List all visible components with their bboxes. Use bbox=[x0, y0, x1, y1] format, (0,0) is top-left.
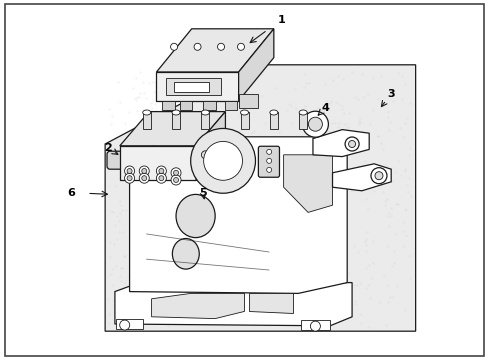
Circle shape bbox=[173, 170, 178, 175]
Ellipse shape bbox=[172, 110, 180, 115]
Bar bbox=[180, 101, 192, 110]
Circle shape bbox=[139, 166, 149, 176]
Bar bbox=[269, 112, 277, 129]
Polygon shape bbox=[156, 29, 273, 72]
Circle shape bbox=[203, 141, 242, 180]
Circle shape bbox=[171, 168, 181, 178]
Circle shape bbox=[348, 140, 355, 148]
Circle shape bbox=[370, 168, 386, 184]
Circle shape bbox=[142, 176, 146, 181]
Circle shape bbox=[266, 167, 271, 172]
Ellipse shape bbox=[142, 110, 150, 115]
Bar bbox=[142, 112, 150, 129]
Text: 5: 5 bbox=[199, 188, 206, 198]
Circle shape bbox=[142, 168, 146, 174]
Circle shape bbox=[302, 111, 328, 137]
Circle shape bbox=[266, 158, 271, 163]
Text: 2: 2 bbox=[103, 143, 111, 153]
Bar bbox=[162, 101, 174, 110]
Polygon shape bbox=[283, 155, 332, 212]
FancyBboxPatch shape bbox=[258, 146, 279, 177]
Circle shape bbox=[127, 168, 132, 174]
Polygon shape bbox=[120, 146, 196, 180]
Bar bbox=[224, 101, 236, 110]
Ellipse shape bbox=[240, 110, 248, 115]
Polygon shape bbox=[312, 130, 368, 157]
Circle shape bbox=[310, 321, 320, 331]
Circle shape bbox=[156, 173, 166, 183]
Circle shape bbox=[173, 177, 178, 183]
Polygon shape bbox=[165, 78, 221, 95]
Circle shape bbox=[345, 137, 358, 151]
Polygon shape bbox=[332, 164, 390, 191]
Text: 1: 1 bbox=[277, 15, 285, 25]
Circle shape bbox=[124, 173, 134, 183]
FancyBboxPatch shape bbox=[107, 151, 131, 169]
Circle shape bbox=[266, 149, 271, 154]
Bar bbox=[172, 112, 180, 129]
Ellipse shape bbox=[269, 110, 277, 115]
Circle shape bbox=[159, 168, 163, 174]
Circle shape bbox=[156, 166, 166, 176]
Bar bbox=[238, 94, 258, 108]
Circle shape bbox=[374, 172, 382, 180]
Circle shape bbox=[171, 175, 181, 185]
Bar bbox=[300, 320, 329, 330]
Ellipse shape bbox=[201, 110, 209, 115]
Polygon shape bbox=[105, 65, 415, 331]
Polygon shape bbox=[249, 293, 293, 313]
Text: 3: 3 bbox=[386, 89, 394, 99]
Circle shape bbox=[170, 43, 177, 50]
Circle shape bbox=[308, 117, 322, 131]
Bar bbox=[240, 112, 248, 129]
Ellipse shape bbox=[176, 194, 215, 238]
Bar bbox=[201, 112, 209, 129]
Circle shape bbox=[127, 176, 132, 181]
Text: 4: 4 bbox=[321, 103, 328, 113]
Circle shape bbox=[124, 166, 134, 176]
Circle shape bbox=[201, 151, 209, 159]
Circle shape bbox=[237, 43, 244, 50]
Circle shape bbox=[194, 43, 201, 50]
Polygon shape bbox=[238, 29, 273, 101]
Bar bbox=[203, 101, 215, 110]
Polygon shape bbox=[196, 112, 225, 180]
Ellipse shape bbox=[299, 110, 306, 115]
Ellipse shape bbox=[172, 238, 199, 269]
Polygon shape bbox=[156, 72, 238, 101]
Text: 6: 6 bbox=[67, 188, 75, 198]
Polygon shape bbox=[174, 82, 209, 92]
Circle shape bbox=[139, 173, 149, 183]
Circle shape bbox=[159, 176, 163, 181]
Polygon shape bbox=[120, 112, 225, 146]
Circle shape bbox=[217, 43, 224, 50]
Circle shape bbox=[120, 320, 129, 330]
Circle shape bbox=[197, 147, 213, 163]
Bar bbox=[116, 319, 142, 329]
Polygon shape bbox=[151, 293, 244, 319]
Bar bbox=[299, 112, 306, 129]
Polygon shape bbox=[129, 137, 346, 293]
Circle shape bbox=[190, 129, 255, 193]
Polygon shape bbox=[115, 283, 351, 326]
